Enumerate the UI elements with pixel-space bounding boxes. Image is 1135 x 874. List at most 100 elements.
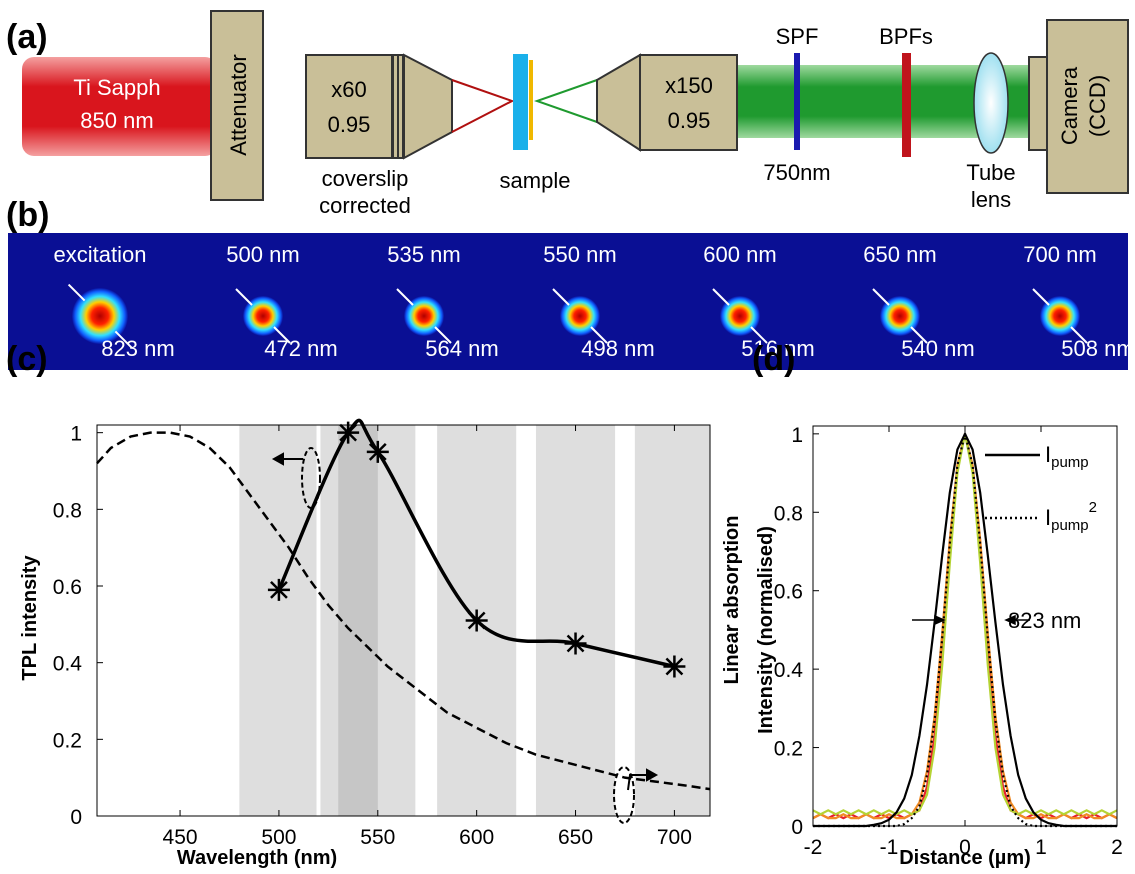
excitation-label: 500 nm [226,242,299,267]
filter-band [338,425,378,816]
objective-tip [403,53,453,160]
tube-lens [973,52,1009,154]
fwhm-label: 540 nm [901,336,974,361]
excitation-label: excitation [54,242,147,267]
attenuator-label: Attenuator [226,54,251,156]
y-tick-label: 0.4 [53,653,83,676]
arrow [552,288,570,306]
psf-spot [243,296,283,336]
y-tick-label: 0.8 [774,502,803,525]
panel-label: (a) [6,18,48,56]
filter-band [634,425,710,816]
filter-band [535,425,616,816]
fwhm-arrows [912,614,1030,626]
y-tick-label: 1 [70,423,82,446]
legend-label: Ipump2 [1045,499,1097,534]
spf-cutoff: 750nm [763,160,830,185]
x-tick-label: 600 [459,826,494,849]
data-point [366,440,389,463]
y-axis-label: TPL intensity [19,555,41,681]
emission-cone [533,79,598,123]
data-point [337,421,360,444]
laser-beam [22,57,217,156]
panel-a: (a) Ti Sapph 850 nm Attenuator x60 0.95 … [6,10,1129,218]
legend-label: Ipump [1045,442,1089,471]
psf-images: excitation 823 nm 500 nm 472 nm 535 nm 564 nm… [54,242,1135,361]
x-tick-label: 500 [261,826,296,849]
lens-label: lens [971,187,1011,212]
objective-mag: x60 [331,77,366,102]
y-tick-label: 0.2 [53,729,82,752]
data-point [465,609,488,632]
data-point [267,578,290,601]
psf-spot [560,296,600,336]
panel-label: (d) [752,340,795,378]
y-tick-label: 0.6 [53,576,82,599]
plot-frame [96,424,711,817]
x-tick-label: 650 [558,826,593,849]
camera-label: (CCD) [1085,75,1110,137]
x-tick-label: -1 [880,836,899,859]
excitation-label: 700 nm [1023,242,1096,267]
arrow [910,326,928,344]
bpf-label: BPFs [879,24,933,49]
fwhm-label: 472 nm [264,336,337,361]
laser-wavelength: 850 nm [80,108,153,133]
excitation-label: 535 nm [387,242,460,267]
annotation: 823 nm [1008,608,1081,633]
filter-band [239,425,317,816]
camera-label: Camera [1057,66,1082,145]
y-axis-label: Intensity (normalised) [755,526,777,734]
charts: 450 500 550 600 650 700 0 0.2 0.4 0.6 0.8 1 -2 -1 0 1 2 0… [53,418,1123,859]
psf-spot [72,288,128,344]
camera-mount [1028,56,1049,151]
data-point [564,632,587,655]
excitation-label: 600 nm [703,242,776,267]
arrow [114,330,133,349]
y2-axis-label: Linear absorption [721,516,743,685]
bpf-filter [902,53,911,157]
objective [639,54,738,151]
y-tick-label: 0 [70,806,82,829]
objective-mag: x150 [665,73,713,98]
psf-spot [720,296,760,336]
excitation-cone [451,79,515,133]
data-point [663,655,686,678]
sample-slide [513,54,528,150]
series-line [96,431,711,791]
spf-label: SPF [776,24,819,49]
psf-spot [1040,296,1080,336]
attenuator [210,10,264,201]
arrow [396,288,414,306]
x-axis-label: Wavelength (nm) [177,847,337,869]
lens-label: Tube [966,160,1015,185]
legend: Ipump Ipump2 [985,442,1097,534]
fwhm-label: 516 nm [741,336,814,361]
arrow [712,288,730,306]
arrow [67,283,86,302]
objective-tip [596,53,641,152]
psf-spot [404,296,444,336]
arrow [235,288,253,306]
arrow [1032,288,1050,306]
objective-na: 0.95 [328,112,371,137]
arrow [273,326,291,344]
fwhm-label: 823 nm [101,336,174,361]
arrow [1070,326,1088,344]
x-tick-label: 2 [1111,836,1123,859]
x-tick-label: 550 [360,826,395,849]
camera [1046,19,1129,194]
y-tick-label: 0.2 [774,738,803,761]
x-axis-label: Distance (µm) [899,847,1031,869]
x-tick-label: -2 [804,836,823,859]
arrow [750,326,768,344]
fwhm-label: 508 nm [1061,336,1134,361]
arrow [434,326,452,344]
x-tick-label: 1 [1035,836,1047,859]
plot-frame [812,425,1118,827]
objective [305,54,393,159]
psf-spot [880,296,920,336]
sample-label: sample [500,168,571,193]
objective-na: 0.95 [668,108,711,133]
